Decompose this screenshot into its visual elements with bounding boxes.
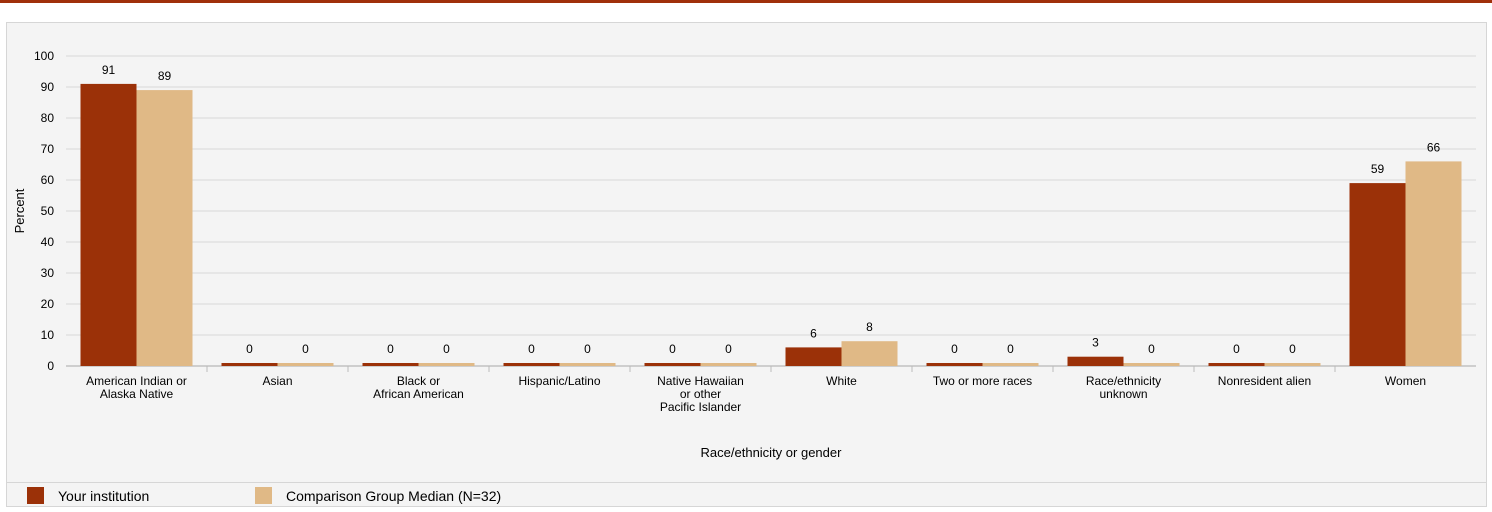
data-label: 89 bbox=[158, 69, 172, 83]
y-tick-label: 10 bbox=[41, 328, 55, 342]
data-label: 0 bbox=[951, 342, 958, 356]
bar bbox=[841, 341, 898, 366]
data-label: 0 bbox=[584, 342, 591, 356]
bar bbox=[559, 363, 616, 366]
x-tick-label: Nonresident alien bbox=[1218, 374, 1311, 388]
legend-item-series-2: Comparison Group Median (N=32) bbox=[255, 487, 501, 504]
data-label: 66 bbox=[1427, 140, 1441, 154]
y-tick-label: 90 bbox=[41, 80, 55, 94]
bar bbox=[982, 363, 1039, 366]
y-tick-label: 0 bbox=[47, 359, 54, 373]
bar bbox=[136, 90, 193, 366]
bar bbox=[80, 83, 137, 367]
bar bbox=[277, 363, 334, 366]
bar bbox=[1208, 363, 1265, 366]
data-label: 0 bbox=[528, 342, 535, 356]
y-tick-label: 60 bbox=[41, 173, 55, 187]
bar bbox=[1123, 363, 1180, 366]
y-tick-label: 50 bbox=[41, 204, 55, 218]
bar bbox=[1067, 356, 1124, 366]
bar bbox=[700, 363, 757, 366]
y-tick-label: 30 bbox=[41, 266, 55, 280]
data-label: 59 bbox=[1371, 162, 1385, 176]
bar bbox=[221, 363, 278, 366]
data-label: 3 bbox=[1092, 336, 1099, 350]
y-axis-title: Percent bbox=[12, 188, 27, 233]
x-tick-label: Asian bbox=[262, 374, 292, 388]
legend: Your institution Comparison Group Median… bbox=[6, 482, 1487, 507]
x-tick-label: Race/ethnicity unknown bbox=[1086, 374, 1161, 401]
data-label: 0 bbox=[1007, 342, 1014, 356]
data-label: 91 bbox=[102, 63, 116, 77]
legend-item-series-1: Your institution bbox=[27, 487, 149, 504]
data-label: 0 bbox=[246, 342, 253, 356]
bar bbox=[1264, 363, 1321, 366]
x-tick-label: White bbox=[826, 374, 857, 388]
data-label: 0 bbox=[443, 342, 450, 356]
legend-swatch bbox=[255, 487, 272, 504]
bar bbox=[785, 347, 842, 366]
y-tick-label: 40 bbox=[41, 235, 55, 249]
x-tick-label: Two or more races bbox=[933, 374, 1032, 388]
x-tick-label: Hispanic/Latino bbox=[518, 374, 600, 388]
data-label: 0 bbox=[387, 342, 394, 356]
x-tick-label: American Indian or Alaska Native bbox=[86, 374, 187, 401]
x-tick-label: Native Hawaiian or other Pacific Islander bbox=[657, 374, 744, 414]
data-label: 0 bbox=[1148, 342, 1155, 356]
y-tick-label: 80 bbox=[41, 111, 55, 125]
legend-label: Your institution bbox=[58, 487, 150, 504]
bar bbox=[644, 363, 701, 366]
data-label: 0 bbox=[669, 342, 676, 356]
bar bbox=[1405, 161, 1462, 366]
legend-label: Comparison Group Median (N=32) bbox=[286, 487, 502, 504]
data-label: 0 bbox=[302, 342, 309, 356]
bar bbox=[503, 363, 560, 366]
top-rule bbox=[0, 0, 1492, 3]
y-tick-label: 20 bbox=[41, 297, 55, 311]
data-label: 6 bbox=[810, 326, 817, 340]
bar bbox=[1349, 183, 1406, 366]
x-tick-label: Women bbox=[1385, 374, 1426, 388]
data-label: 0 bbox=[1233, 342, 1240, 356]
bar bbox=[362, 363, 419, 366]
y-tick-label: 70 bbox=[41, 142, 55, 156]
data-label: 8 bbox=[866, 320, 873, 334]
chart-frame: 0 10 20 30 40 50 60 70 80 90 100 91 89 American India… bbox=[6, 22, 1487, 507]
x-tick-label: Black or African American bbox=[373, 374, 464, 401]
y-tick-label: 100 bbox=[34, 49, 54, 63]
bar bbox=[926, 363, 983, 366]
bar bbox=[418, 363, 475, 366]
legend-swatch bbox=[27, 487, 44, 504]
data-label: 0 bbox=[1289, 342, 1296, 356]
data-label: 0 bbox=[725, 342, 732, 356]
x-axis-title: Race/ethnicity or gender bbox=[701, 445, 843, 460]
